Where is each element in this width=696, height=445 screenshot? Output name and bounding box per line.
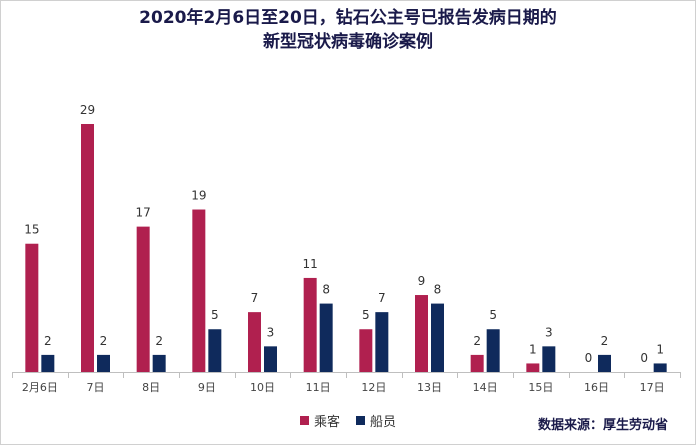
- data-label-crew: 5: [489, 308, 497, 322]
- x-tick-label: 11日: [306, 381, 331, 394]
- x-tick-label: 15日: [528, 381, 553, 394]
- data-label-passenger: 0: [585, 351, 593, 365]
- bar-crew: [97, 354, 110, 372]
- x-tick-label: 16日: [584, 381, 609, 394]
- x-tick-label: 8日: [142, 381, 160, 394]
- bar-crew: [208, 329, 222, 372]
- x-tick-label: 9日: [198, 381, 216, 394]
- bar-passenger: [415, 295, 428, 372]
- data-label-crew: 8: [322, 283, 330, 297]
- bar-passenger: [248, 312, 261, 372]
- data-label-crew: 8: [434, 283, 442, 297]
- bar-passenger: [303, 277, 317, 372]
- bar-crew: [598, 354, 611, 372]
- data-label-passenger: 1: [529, 342, 537, 356]
- chart-title-line2: 新型冠状病毒确诊案例: [263, 32, 433, 52]
- legend-item-crew: 船员: [356, 411, 396, 430]
- data-label-passenger: 0: [640, 351, 648, 365]
- chart-title-line1: 2020年2月6日至20日，钻石公主号已报告发病日期的: [139, 8, 557, 28]
- bar-crew: [375, 312, 389, 372]
- data-source-note: 数据来源：厚生劳动省: [537, 418, 668, 433]
- legend-label-crew: 船员: [370, 415, 397, 430]
- bar-crew: [542, 346, 556, 372]
- bar-crew: [152, 354, 166, 372]
- bar-crew: [431, 303, 444, 372]
- bar-crew: [264, 346, 277, 372]
- data-label-crew: 2: [601, 334, 609, 348]
- bar-crew: [319, 303, 333, 372]
- x-tick-label: 17日: [640, 381, 665, 394]
- x-tick-label: 7日: [87, 381, 105, 394]
- data-label-passenger: 19: [191, 189, 206, 203]
- x-tick-label: 12日: [361, 381, 386, 394]
- data-label-passenger: 7: [251, 291, 259, 305]
- x-tick-label: 14日: [473, 381, 498, 394]
- bar-passenger: [526, 363, 540, 372]
- chart-legend: 乘客 船员: [300, 411, 396, 430]
- data-label-passenger: 2: [473, 334, 481, 348]
- data-label-crew: 1: [656, 342, 664, 356]
- data-label-passenger: 17: [136, 206, 151, 220]
- bar-crew: [41, 354, 55, 372]
- legend-swatch-crew: [356, 416, 366, 425]
- data-label-crew: 2: [100, 334, 108, 348]
- bar-passenger: [192, 209, 206, 372]
- data-label-passenger: 11: [303, 257, 318, 271]
- x-tick-label: 13日: [417, 381, 442, 394]
- bar-passenger: [359, 329, 373, 372]
- data-label-passenger: 5: [362, 308, 370, 322]
- data-label-passenger: 29: [80, 103, 95, 117]
- bar-passenger: [136, 226, 150, 372]
- legend-label-passenger: 乘客: [314, 415, 341, 430]
- data-label-crew: 2: [44, 334, 52, 348]
- bar-passenger: [25, 243, 39, 372]
- data-label-crew: 3: [545, 325, 553, 339]
- bar-crew: [486, 329, 500, 372]
- data-label-crew: 2: [155, 334, 163, 348]
- data-label-passenger: 9: [418, 274, 426, 288]
- data-label-crew: 5: [211, 308, 219, 322]
- data-label-crew: 3: [267, 325, 275, 339]
- bar-crew: [653, 363, 667, 372]
- x-tick-label: 2月6日: [22, 381, 58, 394]
- bar-passenger: [81, 124, 94, 372]
- legend-swatch-passenger: [300, 416, 309, 425]
- x-tick-label: 10日: [250, 381, 275, 394]
- legend-item-passenger: 乘客: [300, 411, 340, 430]
- data-label-crew: 7: [378, 291, 386, 305]
- data-label-passenger: 15: [24, 223, 39, 237]
- bar-passenger: [470, 354, 484, 372]
- chart-title: 2020年2月6日至20日，钻石公主号已报告发病日期的 新型冠状病毒确诊案例: [0, 6, 696, 54]
